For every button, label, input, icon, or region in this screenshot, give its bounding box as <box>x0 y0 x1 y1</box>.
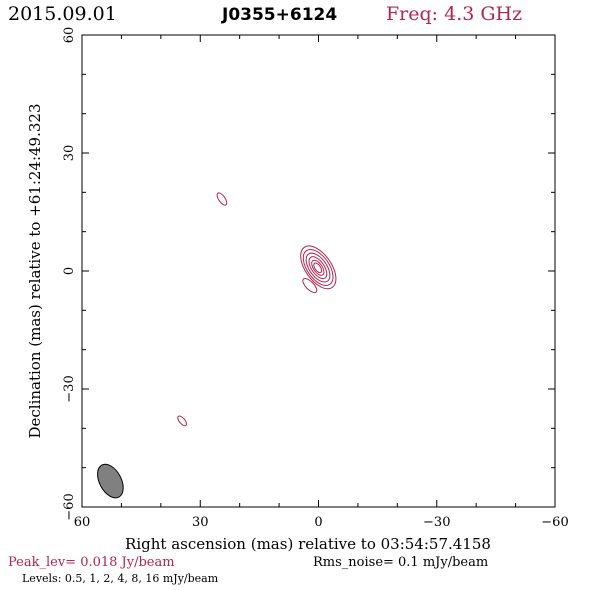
beam-layer <box>97 463 124 499</box>
y-tick-labels: 60 30 0 −30 −60 <box>62 27 77 521</box>
contour-levels: Levels: 0.5, 1, 2, 4, 8, 16 mJy/beam <box>22 572 219 585</box>
y-tick-label: −30 <box>62 375 77 402</box>
contour-core <box>313 262 323 274</box>
y-tick-label: 60 <box>62 27 77 44</box>
contour-core <box>308 256 328 280</box>
observation-date: 2015.09.01 <box>8 3 117 25</box>
contour-core <box>311 259 325 276</box>
axis-ticks <box>81 34 556 508</box>
x-tick-label: 0 <box>314 515 322 530</box>
x-tick-label: −30 <box>423 515 450 530</box>
x-tick-label: 30 <box>192 515 209 530</box>
peak-level: Peak_lev= 0.018 Jy/beam <box>8 555 175 570</box>
contour-layer <box>177 192 337 427</box>
rms-noise: Rms_noise= 0.1 mJy/beam <box>313 555 488 570</box>
y-axis-label: Declination (mas) relative to +61:24:49.… <box>26 103 44 438</box>
contour-core <box>302 249 334 286</box>
source-name: J0355+6124 <box>221 5 337 25</box>
y-tick-label: 0 <box>62 267 77 275</box>
x-tick-label: 60 <box>74 515 91 530</box>
contour-core <box>305 252 331 283</box>
contour-knot-s <box>177 415 187 427</box>
frequency-label: Freq: 4.3 GHz <box>386 3 522 25</box>
contour-knot-ne <box>216 192 228 206</box>
y-tick-label: 30 <box>62 145 77 162</box>
beam-ellipse <box>97 463 124 499</box>
y-tick-label: −60 <box>62 493 77 520</box>
contour-knot-sw <box>302 278 318 294</box>
x-axis-label: Right ascension (mas) relative to 03:54:… <box>125 535 491 553</box>
x-tick-label: −60 <box>541 515 568 530</box>
contour-core <box>300 245 337 290</box>
x-tick-labels: 60 30 0 −30 −60 <box>74 515 569 530</box>
plot-frame <box>81 34 556 508</box>
